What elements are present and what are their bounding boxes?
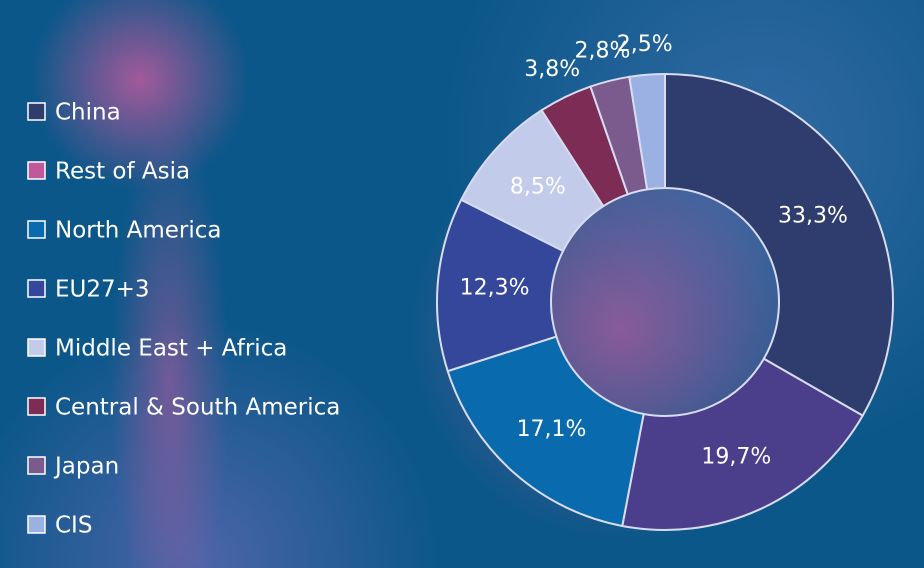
legend-swatch [27, 161, 46, 180]
legend-swatch [27, 102, 46, 121]
legend-swatch [27, 397, 46, 416]
legend-label: China [55, 100, 121, 126]
legend-label: Rest of Asia [55, 159, 190, 185]
legend-swatch [27, 515, 46, 534]
legend-label: Central & South America [55, 395, 340, 421]
legend-label: CIS [55, 513, 92, 539]
data-label: 19,7% [701, 444, 771, 469]
data-label: 2,5% [617, 32, 673, 57]
data-label: 17,1% [517, 417, 587, 442]
legend-label: Japan [53, 454, 119, 480]
data-label: 33,3% [778, 203, 848, 228]
legend-label: EU27+3 [55, 277, 150, 303]
legend-swatch [27, 220, 46, 239]
legend-label: North America [55, 218, 222, 244]
slice [664, 72, 894, 417]
data-label: 2,8% [574, 39, 630, 64]
slice [621, 357, 865, 531]
data-label: 3,8% [524, 57, 580, 82]
data-label: 8,5% [510, 175, 566, 200]
legend-swatch [27, 456, 46, 475]
legend-label: Middle East + Africa [55, 336, 287, 362]
slice [628, 72, 666, 191]
slice [446, 335, 645, 528]
data-label: 12,3% [460, 276, 530, 301]
legend-swatch [27, 338, 46, 357]
legend-swatch [27, 279, 46, 298]
slice [436, 198, 565, 373]
